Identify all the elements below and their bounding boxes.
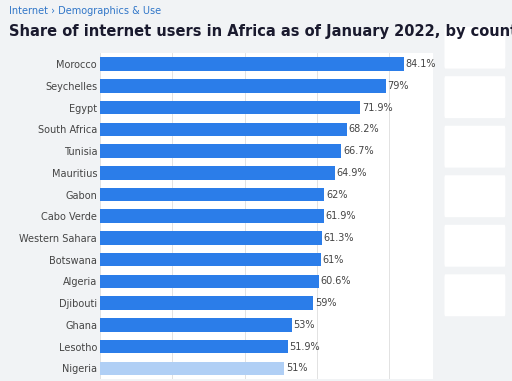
FancyBboxPatch shape — [444, 225, 505, 267]
Bar — [100, 123, 347, 136]
Text: 66.7%: 66.7% — [343, 146, 374, 156]
FancyBboxPatch shape — [444, 274, 505, 316]
Text: Internet › Demographics & Use: Internet › Demographics & Use — [9, 6, 161, 16]
Bar — [100, 296, 313, 310]
Bar — [100, 188, 324, 201]
FancyBboxPatch shape — [444, 76, 505, 118]
Text: 61.9%: 61.9% — [326, 211, 356, 221]
Bar — [100, 210, 324, 223]
Bar — [100, 101, 360, 114]
Text: 62%: 62% — [326, 189, 348, 200]
Text: 51%: 51% — [286, 363, 308, 373]
Bar — [100, 79, 386, 93]
Text: 68.2%: 68.2% — [348, 124, 379, 134]
Bar — [100, 318, 291, 331]
Bar — [100, 340, 288, 353]
Text: 61.3%: 61.3% — [324, 233, 354, 243]
Bar — [100, 362, 284, 375]
Text: Share of internet users in Africa as of January 2022, by country: Share of internet users in Africa as of … — [9, 24, 512, 39]
Text: 53%: 53% — [293, 320, 315, 330]
Text: 71.9%: 71.9% — [362, 102, 392, 113]
Text: 59%: 59% — [315, 298, 336, 308]
Text: 84.1%: 84.1% — [406, 59, 436, 69]
Bar — [100, 253, 321, 266]
Text: 79%: 79% — [388, 81, 409, 91]
Bar — [100, 166, 335, 179]
FancyBboxPatch shape — [444, 126, 505, 168]
Text: 60.6%: 60.6% — [321, 276, 351, 287]
Bar — [100, 58, 404, 71]
Text: 61%: 61% — [323, 255, 344, 265]
Text: 64.9%: 64.9% — [336, 168, 367, 178]
FancyBboxPatch shape — [444, 27, 505, 69]
Bar — [100, 144, 341, 158]
Bar — [100, 231, 322, 245]
Bar — [100, 275, 319, 288]
Text: 51.9%: 51.9% — [289, 341, 320, 352]
FancyBboxPatch shape — [444, 175, 505, 217]
